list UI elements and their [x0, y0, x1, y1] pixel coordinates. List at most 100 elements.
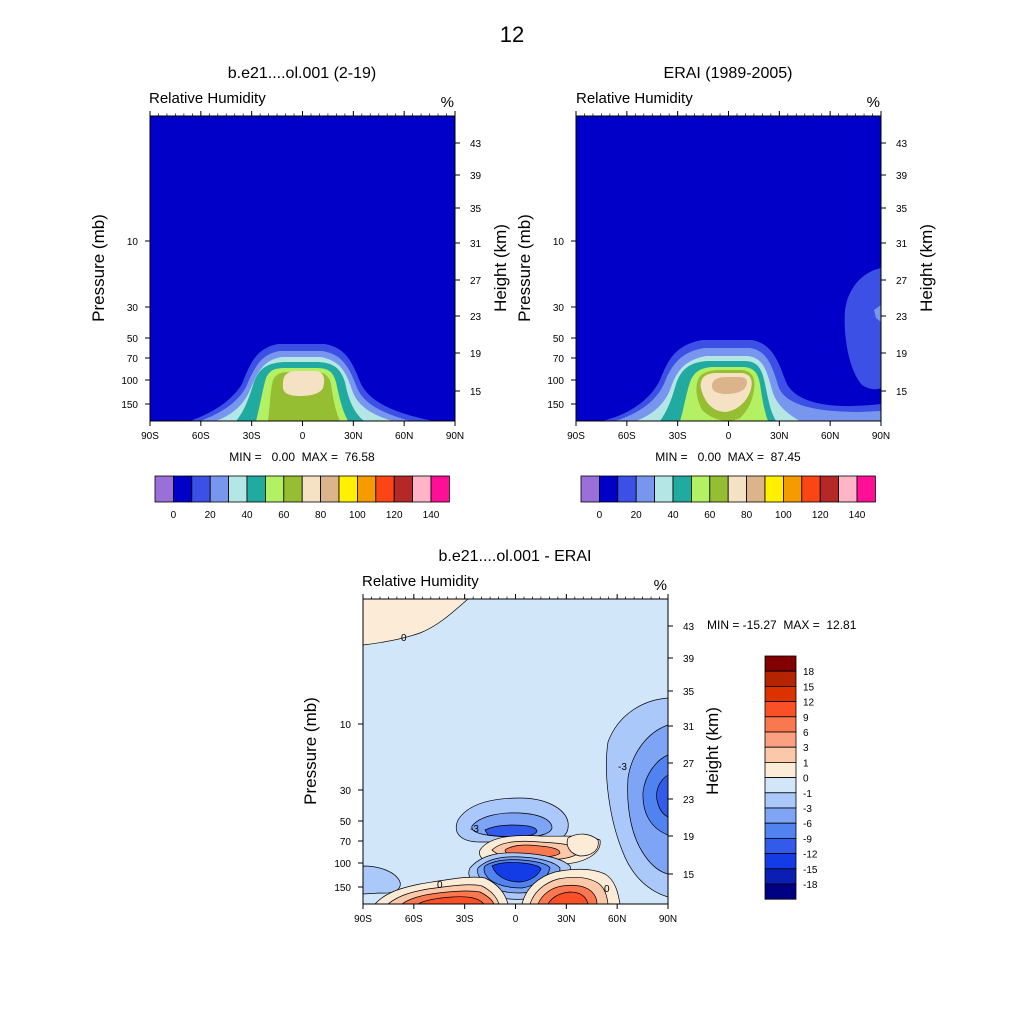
x-tick-label: 30S [243, 431, 261, 442]
colorbar-cell [764, 655, 797, 672]
colorbar-label: -3 [803, 804, 812, 815]
x-tick-label: 90S [354, 914, 372, 925]
pressure-tick-label: 100 [334, 859, 351, 870]
field-fill [576, 116, 881, 421]
colorbar-cell [264, 475, 285, 503]
colorbar-label: 0 [171, 510, 177, 521]
pressure-tick-label: 150 [121, 400, 138, 411]
colorbar-cell [320, 475, 340, 503]
colorbar-cell [301, 475, 322, 503]
colorbar-cell [764, 716, 797, 733]
colorbar-cell [764, 853, 797, 870]
height-axis-label: Height (km) [703, 707, 722, 795]
contour-label: 0 [604, 884, 610, 895]
colorbar-cell [654, 475, 674, 503]
x-tick-label: 0 [300, 431, 306, 442]
colorbar-label: 15 [803, 682, 815, 693]
colorbar-label: 3 [803, 743, 809, 754]
x-tick-label: 60S [618, 431, 636, 442]
colorbar-label: 60 [278, 510, 290, 521]
min-max-label: MIN = -15.27 MAX = 12.81 [707, 618, 857, 632]
colorbar-cell [727, 475, 748, 503]
colorbar-label: 60 [704, 510, 716, 521]
colorbar-cell [746, 475, 766, 503]
pressure-axis-label: Pressure (mb) [515, 214, 534, 322]
x-tick-label: 30S [669, 431, 687, 442]
x-tick-label: 30N [557, 914, 575, 925]
pressure-axis-label: Pressure (mb) [301, 697, 320, 805]
height-tick-label: 27 [683, 759, 695, 770]
axes: 90S 60S 30S 0 30N 60N 90N103050701001504339353… [334, 594, 695, 925]
colorbar-cell [154, 475, 174, 503]
colorbar-label: 80 [741, 510, 753, 521]
colorbar-cell [764, 868, 797, 885]
height-tick-label: 39 [683, 654, 695, 665]
colorbar-cell [764, 807, 797, 824]
pressure-tick-label: 50 [127, 334, 139, 345]
colorbar-cell [393, 475, 414, 503]
colorbar-cell [764, 838, 797, 855]
height-tick-label: 23 [683, 795, 695, 806]
x-tick-label: 90S [141, 431, 159, 442]
height-tick-label: 15 [470, 387, 482, 398]
pressure-tick-label: 30 [127, 303, 139, 314]
colorbar: 0 20 40 60 80 100 120 140 [580, 475, 876, 521]
x-tick-label: 90N [872, 431, 890, 442]
height-tick-label: 43 [896, 139, 908, 150]
colorbar-label: -6 [803, 819, 812, 830]
panel-title: b.e21....ol.001 - ERAI [439, 548, 592, 565]
pressure-tick-label: 100 [547, 376, 564, 387]
contour-label: 0 [437, 880, 443, 891]
pressure-tick-label: 70 [127, 354, 139, 365]
colorbar-cell [764, 746, 797, 763]
pressure-tick-label: 30 [340, 786, 352, 797]
variable-label: Relative Humidity [362, 573, 479, 590]
panel-title: ERAI (1989-2005) [664, 65, 793, 82]
colorbar-label: -12 [803, 850, 818, 861]
x-tick-label: 30S [456, 914, 474, 925]
contour-label: 0 [401, 633, 407, 644]
height-tick-label: 35 [683, 687, 695, 698]
min-max-label: MIN = 0.00 MAX = 76.58 [229, 450, 375, 464]
colorbar-label: 40 [667, 510, 679, 521]
x-tick-label: 0 [513, 914, 519, 925]
colorbar-label: 1 [803, 758, 809, 769]
colorbar-label: 140 [423, 510, 440, 521]
colorbar-label: 0 [803, 774, 809, 785]
height-tick-label: 35 [896, 204, 908, 215]
colorbar-cell [764, 475, 784, 503]
colorbar-cell [599, 475, 619, 503]
pressure-tick-label: 70 [340, 837, 352, 848]
colorbar-cell [635, 475, 656, 503]
height-tick-label: 23 [470, 312, 482, 323]
height-tick-label: 31 [470, 239, 482, 250]
height-axis-label: Height (km) [491, 224, 510, 312]
colorbar-label: 9 [803, 713, 809, 724]
pressure-tick-label: 150 [334, 883, 351, 894]
colorbar-cell [617, 475, 637, 503]
colorbar-label: 120 [386, 510, 403, 521]
pressure-tick-label: 50 [340, 817, 352, 828]
colorbar-cell [375, 475, 395, 503]
colorbar-label: -18 [803, 880, 818, 891]
colorbar-cell [283, 475, 303, 503]
x-tick-label: 60N [608, 914, 626, 925]
colorbar-label: 20 [631, 510, 643, 521]
colorbar-label: -1 [803, 789, 812, 800]
field-fill [362, 598, 669, 905]
colorbar-cell [191, 475, 211, 503]
axes: 90S 60S 30S 0 30N 60N 90N103050701001504339353… [547, 111, 908, 442]
contour-label: -3 [470, 824, 479, 835]
height-tick-label: 23 [896, 312, 908, 323]
variable-label: Relative Humidity [576, 90, 693, 107]
colorbar-label: 100 [775, 510, 792, 521]
colorbar-label: -15 [803, 865, 818, 876]
colorbar-label: 140 [849, 510, 866, 521]
colorbar-cell [172, 475, 193, 503]
colorbar-cell [801, 475, 821, 503]
field-fill [150, 116, 455, 421]
colorbar: 0 20 40 60 80 100 120 140 [154, 475, 450, 521]
colorbar-cell [764, 822, 797, 839]
x-tick-label: 90S [567, 431, 585, 442]
